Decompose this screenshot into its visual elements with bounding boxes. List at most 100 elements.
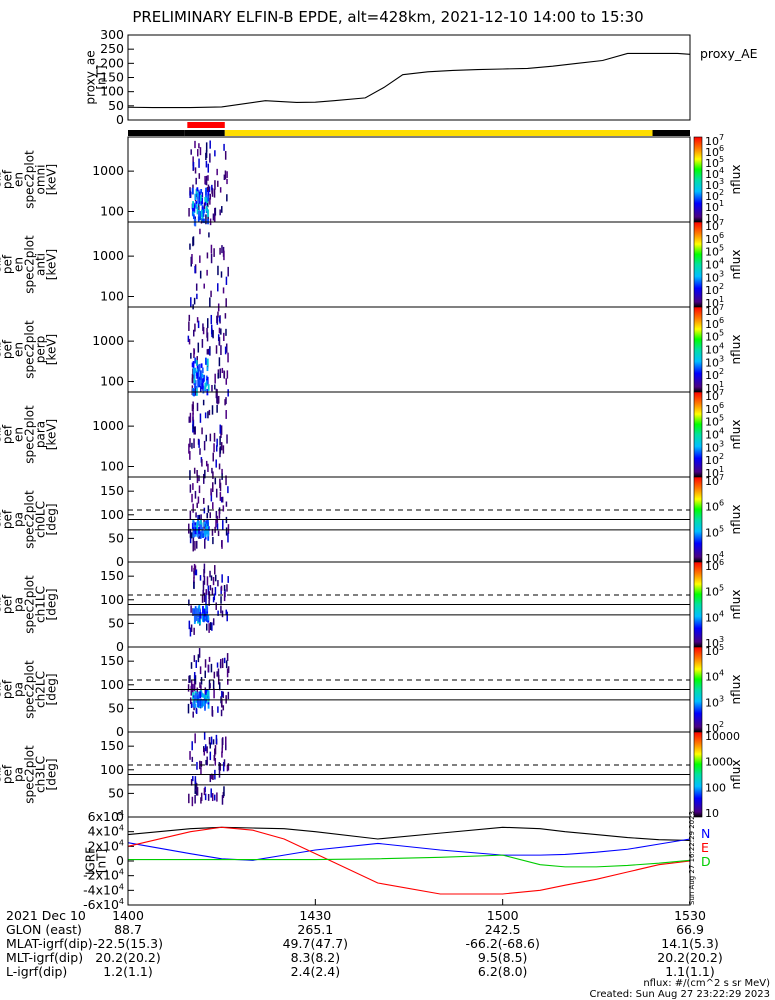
heat-cell (226, 668, 229, 678)
heat-cell (225, 695, 227, 704)
ytick-label: 150 (100, 70, 124, 85)
ephemeris-value: 88.7 (114, 922, 142, 937)
ylabel-line: anti (34, 253, 48, 276)
heat-cell (197, 515, 199, 523)
ylabel-line: pa (12, 767, 26, 782)
heat-cell (200, 761, 203, 768)
ytick-label: 50 (108, 785, 124, 800)
heat-cell (206, 318, 209, 329)
heat-cell (195, 707, 198, 713)
heat-cell (207, 519, 209, 527)
heat-cell (212, 330, 214, 339)
heat-cell (217, 610, 219, 616)
heat-cell (204, 520, 207, 526)
ylabel-line: elb (0, 680, 4, 698)
colorbar-tick: 1000 (705, 756, 733, 769)
heat-cell (202, 378, 204, 383)
heat-cell (217, 395, 220, 404)
ylabel-line: en (12, 342, 26, 357)
legend-label: N (701, 826, 710, 841)
heat-cell (198, 485, 201, 494)
heat-cell (215, 388, 218, 399)
ytick-label: 0 (116, 112, 124, 127)
heat-cell (192, 210, 195, 217)
heat-cell (201, 339, 204, 348)
ylabel-line: proxy_ae (84, 50, 98, 104)
colorbar-tick: 101 (705, 465, 724, 480)
heat-cell (204, 469, 206, 479)
colorbar-tick: 102 (705, 720, 724, 735)
heat-cell (200, 676, 203, 685)
heat-cell (189, 243, 191, 250)
heat-cell (227, 389, 229, 397)
panel-para: elbpefenspec2plotpara[keV]10010001011021… (0, 388, 743, 486)
heat-cell (219, 247, 221, 255)
heat-cell (213, 754, 216, 761)
heat-cell (195, 783, 198, 791)
heat-cell (194, 380, 197, 385)
ylabel-line: elb (0, 510, 4, 528)
heat-cell (207, 193, 210, 202)
heat-cell (206, 623, 208, 631)
colorbar (693, 221, 703, 308)
heat-cell (192, 483, 194, 490)
heat-cell (202, 209, 205, 217)
heat-cell (191, 362, 194, 368)
heat-cell (196, 502, 198, 508)
heat-cell (189, 751, 191, 760)
heat-cell (223, 591, 226, 602)
heat-cell (209, 197, 211, 205)
footer-created: Created: Sun Aug 27 23:22:29 2023 (590, 989, 770, 1000)
heat-cell (194, 323, 196, 332)
heat-cell (198, 158, 200, 168)
heat-cell (202, 497, 205, 504)
ytick-label: 300 (100, 27, 124, 42)
heat-cell (216, 671, 218, 677)
heat-cell (188, 321, 190, 331)
heat-cell (192, 520, 195, 528)
colorbar-tick: 105 (705, 155, 724, 170)
heat-cell (197, 342, 200, 353)
heat-cell (197, 496, 200, 504)
heat-cell (190, 149, 192, 155)
heat-cell (214, 477, 217, 485)
heat-cell (225, 527, 228, 536)
heat-cell (200, 691, 203, 697)
colorbar-tick: 104 (705, 257, 724, 272)
heat-cell (189, 528, 192, 538)
ytick-label: 1000 (92, 248, 124, 263)
heat-cell (207, 530, 210, 537)
heat-cell (222, 691, 224, 699)
heat-cell (221, 206, 223, 213)
heat-cell (189, 438, 191, 448)
heat-cell (207, 411, 209, 419)
heat-cell (203, 440, 206, 451)
heat-cell (203, 374, 205, 382)
heat-cell (191, 756, 194, 762)
heat-cell (205, 375, 208, 380)
ytick-label: -2x104 (83, 868, 124, 883)
colorbar-tick: 104 (705, 669, 724, 684)
ylabel-line: elb (0, 340, 4, 358)
colorbar-tick: 100 (705, 781, 726, 794)
heat-cell (212, 536, 214, 545)
heat-cell (217, 706, 219, 713)
heat-cell (220, 425, 223, 435)
heat-cell (227, 691, 230, 700)
colorbar-label: nflux (729, 335, 743, 365)
heat-cell (215, 445, 218, 452)
ytick-label: 6x104 (88, 809, 124, 824)
heat-cell (190, 680, 193, 687)
heat-cell (203, 563, 206, 574)
heat-cell (198, 143, 200, 149)
heat-cell (200, 385, 202, 392)
colorbar-tick: 104 (705, 166, 724, 181)
heat-cell (202, 589, 204, 595)
colorbar-tick: 103 (705, 354, 724, 369)
heat-cell (217, 180, 219, 187)
heat-cell (206, 197, 208, 204)
heat-cell (204, 196, 207, 202)
ytick-label: 50 (108, 98, 124, 113)
ylabel-line: IGRF (84, 847, 98, 875)
heat-cell (188, 675, 190, 684)
